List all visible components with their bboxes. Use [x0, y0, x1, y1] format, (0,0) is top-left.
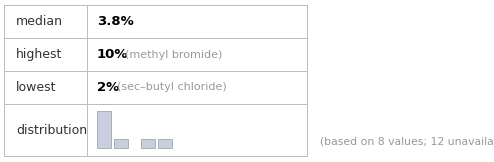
Text: lowest: lowest	[16, 81, 56, 94]
Text: 10%: 10%	[97, 48, 128, 61]
Bar	[97, 111, 111, 148]
Text: 2%: 2%	[97, 81, 119, 94]
Text: highest: highest	[16, 48, 62, 61]
Text: (methyl bromide): (methyl bromide)	[124, 50, 222, 59]
Bar	[4, 5, 307, 156]
Text: 3.8%: 3.8%	[97, 15, 134, 28]
Text: (sec–butyl chloride): (sec–butyl chloride)	[118, 82, 227, 93]
Bar	[114, 139, 128, 148]
Bar	[141, 139, 155, 148]
Text: (based on 8 values; 12 unavailable): (based on 8 values; 12 unavailable)	[320, 137, 494, 147]
Bar	[158, 139, 172, 148]
Text: distribution: distribution	[16, 123, 87, 137]
Text: median: median	[16, 15, 63, 28]
